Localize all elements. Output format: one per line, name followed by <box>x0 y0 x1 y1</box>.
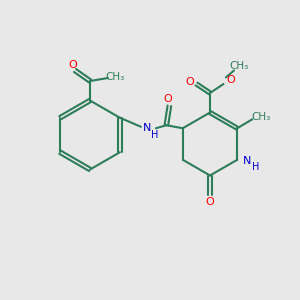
Text: CH₃: CH₃ <box>251 112 270 122</box>
Text: O: O <box>206 196 214 207</box>
Text: H: H <box>152 130 159 140</box>
Text: N: N <box>243 156 251 166</box>
Text: H: H <box>252 162 260 172</box>
Text: N: N <box>142 123 151 133</box>
Text: O: O <box>185 76 194 87</box>
Text: CH₃: CH₃ <box>106 71 125 82</box>
Text: O: O <box>226 75 235 85</box>
Text: O: O <box>68 60 77 70</box>
Text: O: O <box>164 94 172 104</box>
Text: CH₃: CH₃ <box>230 61 249 71</box>
